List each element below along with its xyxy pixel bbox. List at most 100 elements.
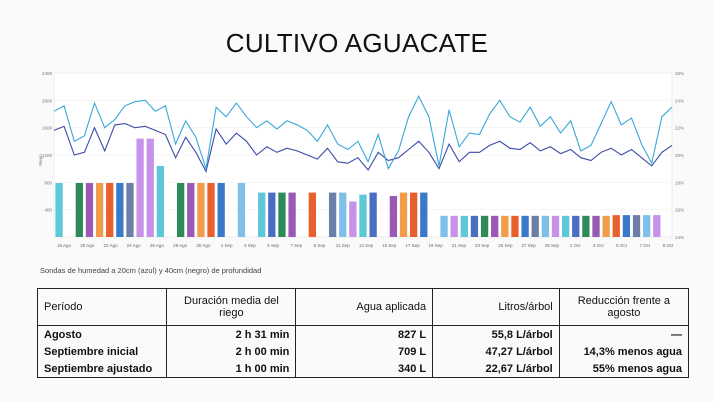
cell-reduccion: 14,3% menos agua: [558, 343, 690, 360]
irrigation-bar: [551, 215, 560, 237]
irrigation-bar: [217, 183, 225, 237]
irrigation-bar: [389, 196, 398, 237]
cell-duracion: 2 h 31 min: [166, 325, 297, 343]
irrigation-bar: [572, 215, 580, 237]
irrigation-bar: [369, 192, 377, 237]
irrigation-bar: [612, 215, 620, 237]
left-tick-label: 1200: [42, 153, 53, 158]
cell-periodo: Septiembre inicial: [36, 343, 168, 360]
irrigation-bar: [268, 192, 276, 237]
cell-duracion: 2 h 00 min: [166, 343, 297, 360]
x-tick-label: 22 Ago: [103, 243, 118, 248]
x-tick-label: 20 Ago: [80, 243, 95, 248]
left-tick-label: 1600: [42, 126, 53, 131]
irrigation-bar: [106, 183, 114, 237]
irrigation-bar: [521, 215, 529, 237]
x-tick-label: 26 Ago: [150, 243, 165, 248]
irrigation-bar: [187, 183, 195, 237]
irrigation-bar: [541, 215, 550, 237]
chart-svg: 2400 2000 1600 1200 800 400 26% 24% 22% 20% 18% 16%…: [38, 71, 684, 248]
left-tick-label: 800: [44, 180, 52, 185]
irrigation-summary-table: Período Duración media del riego Agua ap…: [36, 288, 690, 378]
chart-caption: Sondas de humedad a 20cm (azul) y 40cm (…: [40, 266, 262, 275]
x-tick-label: 15 Sep: [382, 243, 397, 248]
irrigation-bar: [308, 192, 316, 237]
table-row: Agosto 2 h 31 min 827 L 55,8 L/árbol —: [36, 325, 690, 343]
right-tick-label: 26%: [675, 71, 684, 76]
header-duracion: Duración media del riego: [166, 288, 297, 326]
cell-agua: 827 L: [295, 325, 434, 343]
x-tick-label: 7 Oct: [639, 243, 651, 248]
irrigation-bar: [288, 192, 296, 237]
right-tick-label: 22%: [675, 126, 684, 131]
irrigation-bar: [561, 215, 570, 237]
cell-agua: 709 L: [295, 343, 434, 360]
irrigation-bar: [359, 194, 367, 237]
irrigation-bar: [399, 192, 408, 237]
irrigation-bar: [116, 183, 124, 237]
irrigation-bar: [602, 215, 610, 237]
irrigation-bar: [622, 215, 631, 237]
right-tick-label: 20%: [675, 153, 684, 158]
irrigation-bar: [632, 215, 641, 237]
x-tick-label: 24 Ago: [127, 243, 142, 248]
x-tick-label: 13 Sep: [359, 243, 374, 248]
header-agua: Agua aplicada: [295, 288, 434, 326]
y-axis-label: Riego: [38, 154, 43, 166]
table-row: Septiembre ajustado 1 h 00 min 340 L 22,…: [36, 360, 690, 378]
x-tick-label: 30 Ago: [196, 243, 211, 248]
irrigation-bar: [470, 215, 479, 237]
irrigation-bar: [258, 192, 266, 237]
cell-periodo: Agosto: [36, 325, 168, 343]
x-tick-label: 25 Sep: [498, 243, 513, 248]
table-row: Septiembre inicial 2 h 00 min 709 L 47,2…: [36, 343, 690, 360]
irrigation-bar: [480, 215, 489, 237]
x-tick-label: 9 Oct: [663, 243, 675, 248]
x-tick-label: 5 Oct: [616, 243, 628, 248]
irrigation-bar: [420, 192, 428, 237]
x-tick-label: 3 Sep: [244, 243, 256, 248]
x-tick-label: 16 Ago: [57, 243, 72, 248]
moisture-line-40cm: [53, 123, 673, 173]
irrigation-bar: [328, 192, 337, 237]
irrigation-bar: [95, 183, 104, 237]
irrigation-bar: [531, 215, 539, 237]
irrigation-bar: [278, 192, 286, 237]
irrigation-bar: [339, 192, 347, 237]
irrigation-bar: [126, 183, 134, 237]
cell-litros: 22,67 L/árbol: [432, 360, 560, 378]
x-tick-label: 23 Sep: [475, 243, 490, 248]
irrigation-bar: [450, 215, 458, 237]
x-tick-label: 11 Sep: [336, 243, 350, 248]
irrigation-bar: [75, 183, 83, 237]
header-litros: Litros/árbol: [432, 288, 560, 326]
cell-litros: 55,8 L/árbol: [432, 325, 560, 343]
x-tick-label: 21 Sep: [452, 243, 467, 248]
x-tick-label: 27 Sep: [521, 243, 536, 248]
irrigation-bar: [207, 183, 215, 237]
cell-litros: 47,27 L/árbol: [432, 343, 560, 360]
x-tick-label: 19 Sep: [429, 243, 444, 248]
irrigation-bar: [55, 183, 63, 237]
header-reduccion: Reducción frente a agosto: [558, 288, 690, 326]
table-header-row: Período Duración media del riego Agua ap…: [36, 288, 690, 326]
irrigation-bar: [156, 165, 165, 237]
irrigation-bar: [349, 201, 357, 237]
irrigation-bar: [643, 215, 651, 237]
right-tick-label: 24%: [675, 98, 684, 103]
moisture-line-20cm: [53, 94, 673, 171]
irrigation-bar: [410, 192, 418, 237]
irrigation-bar: [237, 183, 246, 237]
irrigation-bar: [511, 215, 519, 237]
x-tick-label: 7 Sep: [290, 243, 302, 248]
cell-agua: 340 L: [295, 360, 434, 378]
x-tick-label: 1 Sep: [221, 243, 233, 248]
irrigation-bar-highlight: [146, 138, 154, 237]
cell-duracion: 1 h 00 min: [166, 360, 297, 378]
irrigation-bar-highlight: [136, 138, 144, 237]
cell-reduccion: 55% menos agua: [558, 360, 690, 378]
irrigation-moisture-chart: 2400 2000 1600 1200 800 400 26% 24% 22% 20% 18% 16%…: [38, 65, 690, 263]
irrigation-bar: [85, 183, 94, 237]
x-tick-label: 28 Ago: [173, 243, 188, 248]
irrigation-bar: [197, 183, 205, 237]
